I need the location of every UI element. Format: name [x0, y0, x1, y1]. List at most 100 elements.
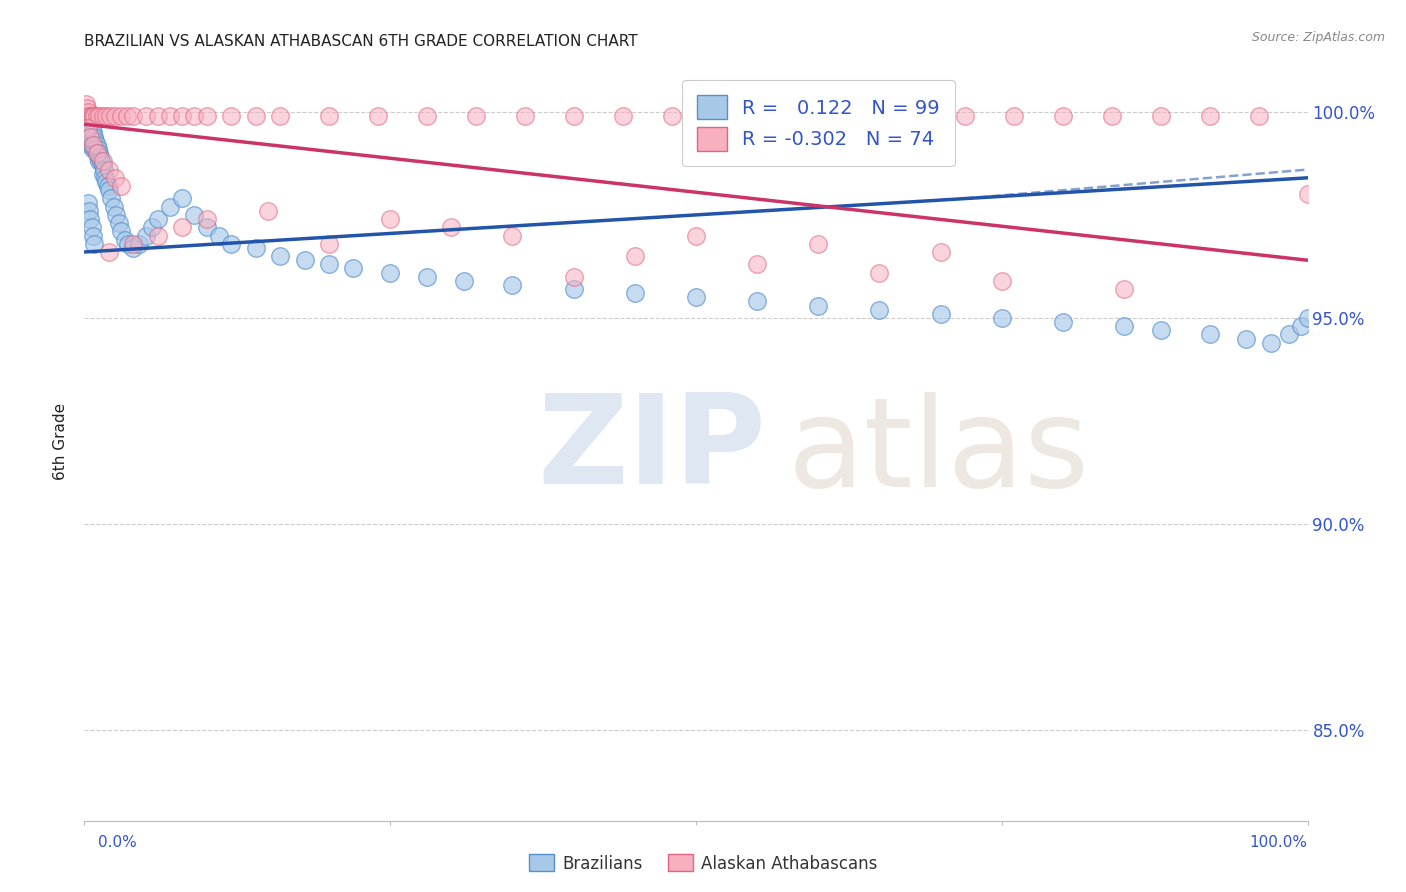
Point	[83, 109, 105, 123]
Point	[172, 220, 194, 235]
Point	[135, 228, 157, 243]
Point	[562, 269, 585, 284]
Point	[79, 117, 101, 131]
Point	[146, 228, 169, 243]
Point	[195, 220, 218, 235]
Point	[75, 121, 97, 136]
Point	[183, 109, 205, 123]
Point	[80, 109, 103, 123]
Point	[661, 109, 683, 123]
Point	[1150, 323, 1173, 337]
Point	[77, 121, 100, 136]
Point	[97, 245, 120, 260]
Point	[1002, 109, 1025, 123]
Point	[98, 109, 121, 123]
Point	[91, 158, 114, 172]
Point	[105, 208, 128, 222]
Point	[115, 109, 138, 123]
Point	[79, 121, 101, 136]
Point	[86, 137, 108, 152]
Point	[97, 162, 120, 177]
Point	[77, 203, 100, 218]
Point	[94, 170, 117, 185]
Point	[77, 113, 100, 128]
Point	[83, 129, 105, 144]
Point	[91, 167, 114, 181]
Point	[117, 236, 139, 251]
Point	[380, 212, 402, 227]
Point	[1052, 315, 1074, 329]
Point	[245, 109, 267, 123]
Point	[75, 113, 97, 128]
Point	[82, 126, 104, 140]
Point	[367, 109, 389, 123]
Point	[79, 129, 101, 144]
Point	[135, 109, 157, 123]
Point	[294, 253, 316, 268]
Point	[122, 109, 145, 123]
Point	[110, 109, 132, 123]
Point	[76, 113, 98, 128]
Point	[87, 109, 110, 123]
Point	[685, 290, 707, 304]
Point	[245, 241, 267, 255]
Point	[76, 117, 98, 131]
Point	[953, 109, 976, 123]
Point	[1052, 109, 1074, 123]
Point	[75, 109, 97, 123]
Point	[77, 117, 100, 131]
Point	[624, 286, 647, 301]
Text: 0.0%: 0.0%	[98, 836, 138, 850]
Legend: R =   0.122   N = 99, R = -0.302   N = 74: R = 0.122 N = 99, R = -0.302 N = 74	[682, 79, 955, 166]
Point	[464, 109, 486, 123]
Point	[440, 220, 463, 235]
Point	[87, 146, 110, 161]
Point	[110, 179, 132, 194]
Point	[807, 299, 830, 313]
Point	[1198, 327, 1220, 342]
Point	[159, 200, 181, 214]
Point	[75, 126, 97, 140]
Point	[1114, 282, 1136, 296]
Point	[1150, 109, 1173, 123]
Point	[502, 228, 524, 243]
Text: atlas: atlas	[787, 392, 1090, 514]
Point	[318, 109, 340, 123]
Point	[79, 109, 101, 123]
Point	[183, 208, 205, 222]
Point	[747, 257, 769, 271]
Point	[869, 302, 891, 317]
Y-axis label: 6th Grade: 6th Grade	[53, 403, 69, 480]
Point	[380, 266, 402, 280]
Point	[1247, 109, 1270, 123]
Point	[79, 129, 101, 144]
Point	[146, 212, 169, 227]
Point	[80, 220, 103, 235]
Point	[991, 310, 1014, 325]
Point	[1296, 310, 1319, 325]
Point	[84, 142, 107, 156]
Point	[929, 307, 952, 321]
Point	[104, 170, 127, 185]
Point	[318, 257, 340, 271]
Point	[416, 269, 439, 284]
Point	[82, 228, 104, 243]
Point	[114, 233, 136, 247]
Point	[1260, 335, 1282, 350]
Point	[77, 109, 100, 123]
Point	[76, 126, 98, 140]
Point	[502, 277, 524, 292]
Point	[807, 236, 830, 251]
Point	[869, 266, 891, 280]
Point	[79, 137, 101, 152]
Point	[219, 109, 242, 123]
Point	[91, 109, 114, 123]
Point	[1101, 109, 1123, 123]
Point	[562, 282, 585, 296]
Point	[84, 134, 107, 148]
Point	[82, 109, 104, 123]
Point	[1296, 187, 1319, 202]
Point	[110, 224, 132, 238]
Point	[257, 203, 280, 218]
Point	[141, 220, 163, 235]
